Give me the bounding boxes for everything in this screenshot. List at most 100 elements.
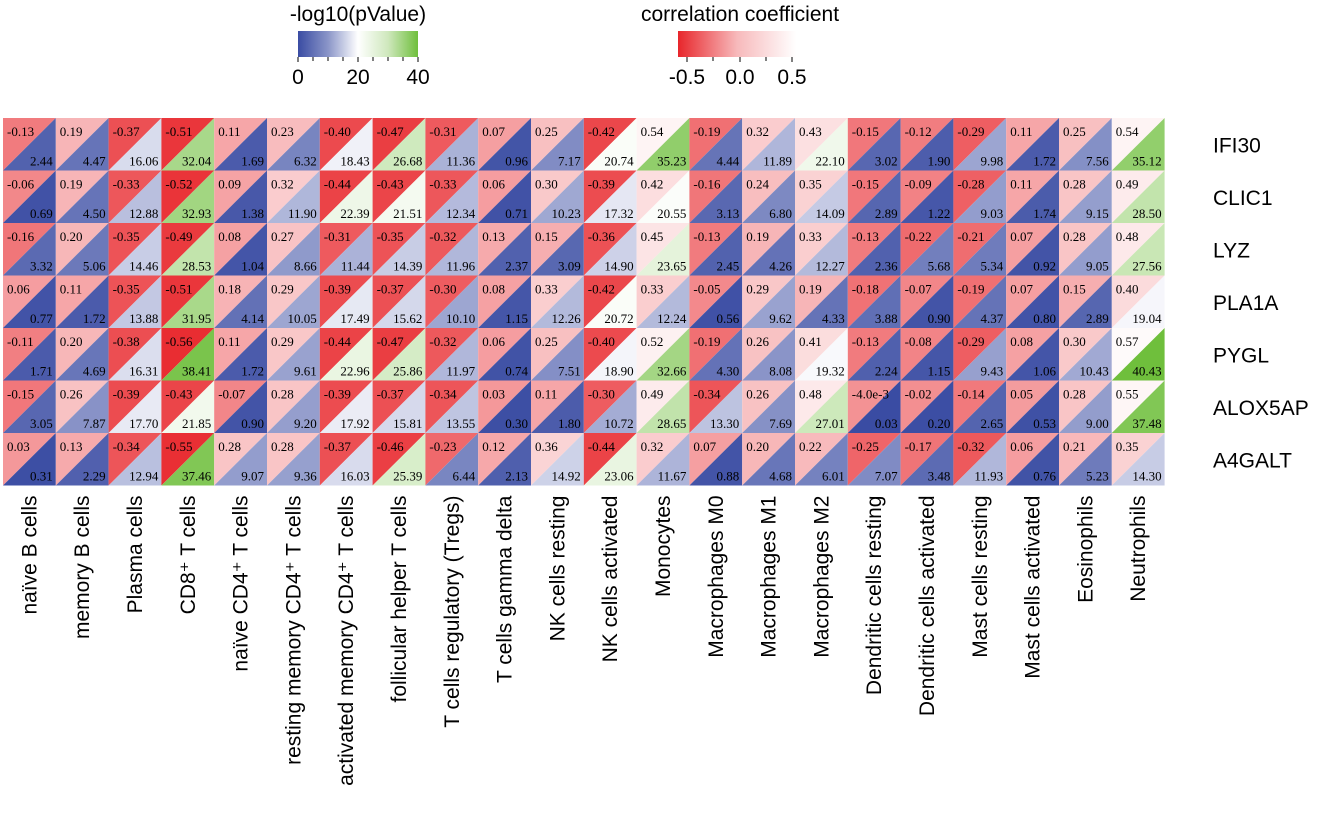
correlation-triangle bbox=[1006, 170, 1059, 223]
correlation-value: 0.29 bbox=[271, 334, 294, 349]
pvalue-triangle bbox=[319, 433, 373, 486]
legend-pvalue-tick-label: 0 bbox=[292, 66, 304, 89]
correlation-value: -0.42 bbox=[588, 124, 615, 139]
gene-label: PYGL bbox=[1213, 344, 1269, 367]
pvalue-triangle bbox=[847, 170, 901, 223]
correlation-value: 0.25 bbox=[1063, 124, 1086, 139]
correlation-value: -0.35 bbox=[377, 229, 404, 244]
correlation-value: 0.35 bbox=[1116, 439, 1139, 454]
correlation-value: -0.16 bbox=[7, 229, 35, 244]
heatmap-cell: 0.111.80 bbox=[531, 380, 584, 433]
heatmap-cell: -0.29 9.98 bbox=[953, 118, 1007, 171]
correlation-triangle bbox=[583, 170, 637, 223]
pvalue-triangle bbox=[847, 380, 901, 433]
heatmap-cell: -0.43 21.85 bbox=[161, 380, 215, 433]
pvalue-value: 11.97 bbox=[446, 364, 475, 379]
correlation-triangle bbox=[689, 380, 743, 433]
pvalue-triangle bbox=[531, 170, 584, 223]
heatmap-cell: -0.37 15.81 bbox=[372, 380, 426, 433]
correlation-value: 0.06 bbox=[482, 334, 505, 349]
pvalue-value: 14.90 bbox=[604, 259, 633, 274]
heatmap-cell: 0.030.30 bbox=[478, 380, 531, 433]
heatmap-cell: 0.43 22.10 bbox=[795, 118, 848, 171]
correlation-value: 0.33 bbox=[799, 229, 822, 244]
cell-type-label: Monocytes bbox=[652, 496, 675, 598]
heatmap-cell: 0.246.80 bbox=[742, 170, 795, 223]
correlation-value: -0.56 bbox=[165, 334, 193, 349]
correlation-value: 0.36 bbox=[535, 439, 558, 454]
pvalue-triangle bbox=[953, 275, 1007, 328]
correlation-value: 0.07 bbox=[693, 439, 716, 454]
cell-type-label: naïve B cells bbox=[18, 496, 41, 615]
heatmap-cell: -0.44 23.06 bbox=[583, 433, 637, 486]
pvalue-value: 22.39 bbox=[340, 206, 369, 221]
correlation-triangle bbox=[425, 275, 479, 328]
correlation-value: -0.32 bbox=[957, 439, 984, 454]
correlation-value: 0.42 bbox=[641, 177, 664, 192]
pvalue-value: 12.26 bbox=[552, 311, 582, 326]
correlation-value: -0.08 bbox=[905, 334, 932, 349]
pvalue-value: 0.92 bbox=[1033, 259, 1056, 274]
pvalue-value: 9.61 bbox=[294, 364, 317, 379]
heatmap-cell: -0.28 9.03 bbox=[953, 170, 1007, 223]
heatmap-cell: 0.111.72 bbox=[214, 328, 267, 381]
correlation-triangle bbox=[108, 275, 162, 328]
pvalue-triangle bbox=[214, 328, 267, 381]
gene-label: A4GALT bbox=[1213, 449, 1292, 472]
pvalue-triangle bbox=[900, 433, 954, 486]
heatmap-cell: 0.32 11.89 bbox=[742, 118, 795, 171]
pvalue-triangle bbox=[319, 380, 373, 433]
heatmap-cell: 0.42 20.55 bbox=[636, 170, 690, 223]
correlation-triangle bbox=[583, 223, 637, 276]
correlation-value: 0.29 bbox=[746, 282, 769, 297]
pvalue-value: 5.23 bbox=[1086, 469, 1109, 484]
pvalue-value: 32.66 bbox=[657, 364, 687, 379]
heatmap-cell: -0.16 3.13 bbox=[689, 170, 743, 223]
pvalue-triangle bbox=[742, 433, 795, 486]
correlation-triangle bbox=[108, 328, 162, 381]
correlation-value: 0.29 bbox=[271, 282, 294, 297]
correlation-value: -0.22 bbox=[905, 229, 932, 244]
heatmap-cell: 0.45 23.65 bbox=[636, 223, 690, 276]
pvalue-triangle bbox=[795, 433, 848, 486]
correlation-triangle bbox=[689, 223, 743, 276]
pvalue-triangle bbox=[795, 275, 848, 328]
correlation-triangle bbox=[531, 380, 584, 433]
pvalue-value: 28.50 bbox=[1132, 206, 1161, 221]
correlation-value: 0.08 bbox=[1010, 334, 1033, 349]
heatmap-cell: -0.32 11.93 bbox=[953, 433, 1007, 486]
correlation-value: -0.31 bbox=[324, 229, 351, 244]
correlation-value: 0.19 bbox=[799, 282, 822, 297]
pvalue-triangle bbox=[636, 328, 690, 381]
heatmap-cell: 0.081.04 bbox=[214, 223, 267, 276]
pvalue-value: 0.74 bbox=[505, 364, 528, 379]
pvalue-value: 0.90 bbox=[928, 311, 951, 326]
pvalue-value: 17.92 bbox=[340, 416, 369, 431]
heatmap-cell: 0.257.17 bbox=[531, 118, 584, 171]
correlation-triangle bbox=[108, 223, 162, 276]
correlation-value: 0.23 bbox=[271, 124, 294, 139]
pvalue-value: 4.33 bbox=[822, 311, 845, 326]
pvalue-triangle bbox=[636, 433, 690, 486]
correlation-value: -0.35 bbox=[113, 282, 140, 297]
cell-type-label: Plasma cells bbox=[124, 496, 147, 614]
heatmap-cell: -0.35 14.46 bbox=[108, 223, 162, 276]
heatmap-cell: 0.111.74 bbox=[1006, 170, 1059, 223]
pvalue-value: 2.44 bbox=[30, 154, 53, 169]
heatmap-cell: -0.34 13.30 bbox=[689, 380, 743, 433]
heatmap-cell: 0.299.62 bbox=[742, 275, 795, 328]
correlation-triangle bbox=[689, 118, 743, 171]
pvalue-triangle bbox=[267, 118, 320, 171]
heatmap-cell: -0.31 11.36 bbox=[425, 118, 479, 171]
heatmap-cell: -0.31 11.44 bbox=[319, 223, 373, 276]
correlation-triangle bbox=[1006, 223, 1059, 276]
correlation-value: -0.37 bbox=[324, 439, 352, 454]
heatmap-cell: -0.34 13.55 bbox=[425, 380, 479, 433]
correlation-triangle bbox=[953, 275, 1007, 328]
pvalue-value: 5.34 bbox=[980, 259, 1003, 274]
heatmap-cell: -0.15 3.05 bbox=[3, 380, 56, 433]
pvalue-value: 17.70 bbox=[129, 416, 158, 431]
pvalue-triangle bbox=[1006, 380, 1059, 433]
pvalue-triangle bbox=[425, 380, 479, 433]
pvalue-value: 11.93 bbox=[974, 469, 1003, 484]
